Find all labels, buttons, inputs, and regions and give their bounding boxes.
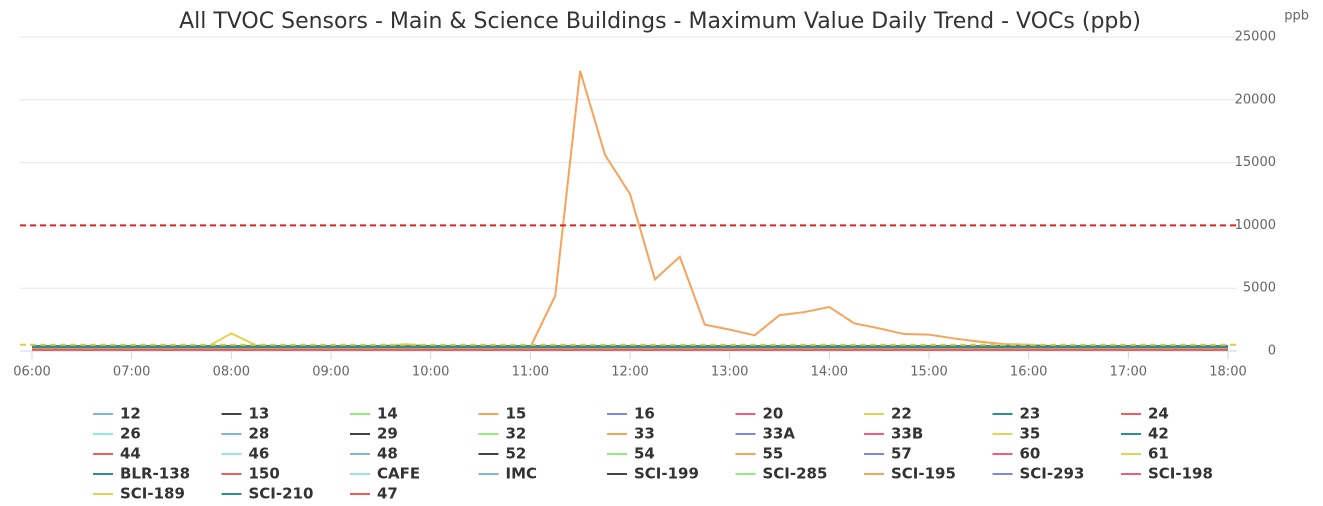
legend-label: 48 (377, 445, 398, 463)
series-line (32, 70, 1228, 349)
y-tick-label: 25000 (1235, 30, 1276, 45)
legend-label: 44 (120, 445, 141, 463)
legend-label: 42 (1148, 425, 1169, 443)
x-tick-label: 08:00 (213, 365, 250, 380)
legend-label: SCI-293 (1020, 465, 1085, 483)
legend-label: 55 (763, 445, 784, 463)
legend-label: SCI-189 (120, 485, 185, 503)
legend-label: 23 (1020, 405, 1041, 423)
y-tick-label: 0 (1268, 344, 1276, 359)
legend-label: SCI-199 (634, 465, 699, 483)
legend-label: 32 (506, 425, 527, 443)
y-tick-label: 20000 (1235, 92, 1276, 107)
legend-label: 57 (891, 445, 912, 463)
legend-label: 13 (249, 405, 270, 423)
x-tick-label: 12:00 (611, 365, 648, 380)
legend-label: 46 (249, 445, 270, 463)
legend-label: 61 (1148, 445, 1169, 463)
x-tick-label: 15:00 (910, 365, 947, 380)
legend-label: 14 (377, 405, 398, 423)
legend-label: SCI-195 (891, 465, 956, 483)
legend-label: 54 (634, 445, 655, 463)
y-tick-label: 10000 (1235, 218, 1276, 233)
x-tick-label: 07:00 (113, 365, 150, 380)
legend-label: BLR-138 (120, 465, 190, 483)
x-tick-label: 06:00 (13, 365, 50, 380)
legend-label: 20 (763, 405, 784, 423)
legend-label: 33A (763, 425, 796, 443)
legend-label: 33B (891, 425, 923, 443)
y-axis-label: ppb (1284, 9, 1309, 24)
x-tick-label: 16:00 (1010, 365, 1047, 380)
legend-label: 52 (506, 445, 527, 463)
y-tick-label: 15000 (1235, 155, 1276, 170)
legend-label: IMC (506, 465, 538, 483)
legend-label: 33 (634, 425, 655, 443)
legend-label: 29 (377, 425, 398, 443)
y-tick-label: 5000 (1243, 281, 1276, 296)
legend-label: SCI-285 (763, 465, 828, 483)
legend-label: CAFE (377, 465, 420, 483)
x-tick-label: 09:00 (312, 365, 349, 380)
x-tick-label: 17:00 (1110, 365, 1147, 380)
legend-label: 24 (1148, 405, 1169, 423)
legend-label: 150 (249, 465, 280, 483)
chart-title: All TVOC Sensors - Main & Science Buildi… (179, 9, 1141, 34)
legend-label: SCI-198 (1148, 465, 1213, 483)
legend-label: 12 (120, 405, 141, 423)
x-tick-label: 14:00 (811, 365, 848, 380)
x-tick-label: 18:00 (1209, 365, 1246, 380)
legend-label: SCI-210 (249, 485, 314, 503)
legend-label: 47 (377, 485, 398, 503)
legend-label: 28 (249, 425, 270, 443)
legend-label: 15 (506, 405, 527, 423)
legend-label: 35 (1020, 425, 1041, 443)
legend-label: 60 (1020, 445, 1041, 463)
x-tick-label: 10:00 (412, 365, 449, 380)
x-tick-label: 11:00 (512, 365, 549, 380)
legend-label: 22 (891, 405, 912, 423)
legend-label: 16 (634, 405, 655, 423)
x-tick-label: 13:00 (711, 365, 748, 380)
legend-label: 26 (120, 425, 141, 443)
